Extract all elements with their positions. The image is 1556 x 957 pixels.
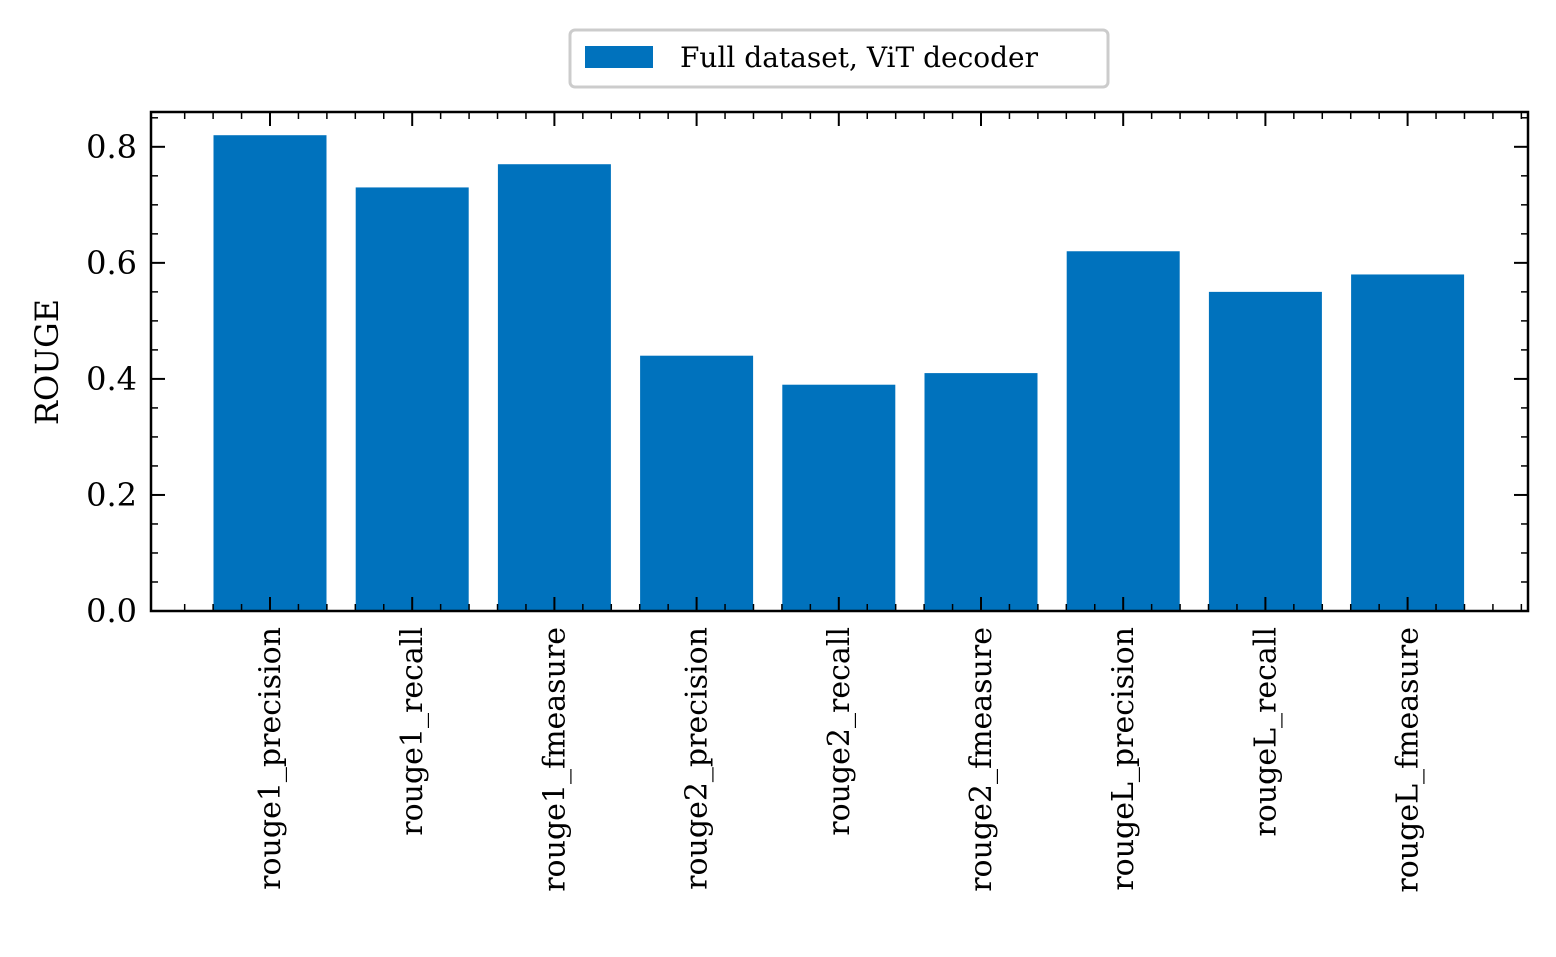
bar-rougeL_precision	[1066, 251, 1180, 612]
x-tick-label: rouge1_fmeasure	[537, 627, 572, 892]
y-tick-label: 0.0	[86, 592, 137, 630]
x-tick-label: rougeL_fmeasure	[1391, 627, 1426, 893]
y-tick-label: 0.8	[86, 128, 137, 166]
legend-box	[568, 28, 1110, 89]
x-axis-ticks: rouge1_precision rouge1_recall rouge1_fmea…	[183, 112, 1523, 893]
x-tick-label: rouge2_recall	[822, 627, 857, 836]
bar-rouge2_recall	[782, 384, 896, 611]
bars-group	[213, 135, 1465, 612]
x-tick-label: rouge1_precision	[253, 627, 288, 890]
bar-rouge2_precision	[640, 355, 754, 611]
x-tick-label: rougeL_precision	[1106, 627, 1141, 891]
bar-rouge2_fmeasure	[924, 373, 1038, 611]
bar-rougeL_fmeasure	[1351, 274, 1465, 611]
bar-rouge1_recall	[355, 187, 469, 611]
plot-frame	[149, 110, 1530, 613]
bar-rouge1_fmeasure	[497, 164, 611, 611]
legend-swatch	[585, 46, 653, 68]
x-tick-label: rougeL_recall	[1248, 627, 1283, 837]
x-tick-label: rouge2_precision	[680, 627, 715, 890]
y-tick-label: 0.2	[86, 476, 137, 514]
y-axis-ticks: 0.0 0.2 0.4 0.6 0.8	[86, 117, 1528, 630]
y-axis-label: ROUGE	[28, 299, 66, 425]
legend: Full dataset, ViT decoder	[568, 28, 1110, 89]
y-tick-label: 0.4	[86, 360, 137, 398]
bar-rouge1_precision	[213, 135, 327, 612]
x-tick-label: rouge2_fmeasure	[964, 627, 999, 892]
x-tick-label: rouge1_recall	[395, 627, 430, 836]
bar-rougeL_recall	[1208, 291, 1322, 611]
y-tick-label: 0.6	[86, 244, 137, 282]
legend-label: Full dataset, ViT decoder	[680, 41, 1039, 74]
